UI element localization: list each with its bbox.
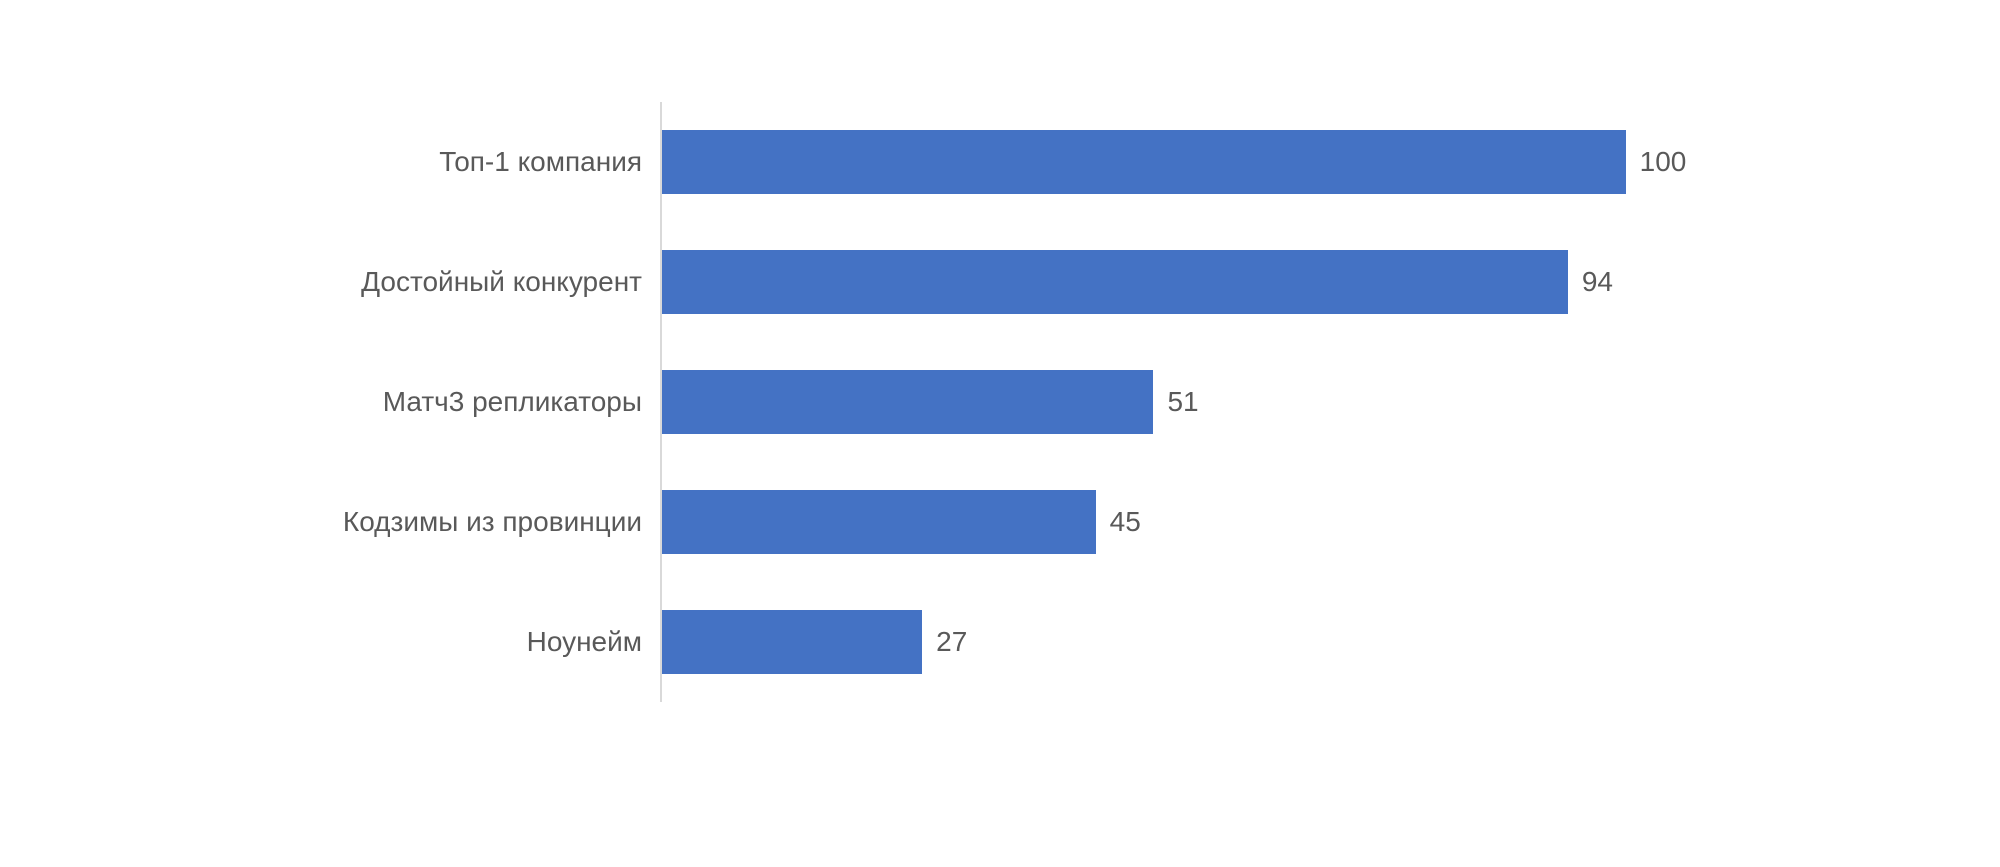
bar-value: 45 bbox=[1110, 506, 1141, 538]
bar-row: Топ-1 компания 100 bbox=[280, 130, 1720, 194]
bar-fill bbox=[662, 370, 1153, 434]
bar-label: Достойный конкурент bbox=[280, 266, 642, 298]
bar-track: 94 bbox=[660, 250, 1720, 314]
bar-track: 51 bbox=[660, 370, 1720, 434]
bar-fill bbox=[662, 250, 1568, 314]
bar-value: 94 bbox=[1582, 266, 1613, 298]
chart-container: Топ-1 компания 100 Достойный конкурент 94 Ма… bbox=[280, 130, 1720, 750]
bar-track: 100 bbox=[660, 130, 1720, 194]
bar-row: Достойный конкурент 94 bbox=[280, 250, 1720, 314]
plot-area: Топ-1 компания 100 Достойный конкурент 94 Ма… bbox=[280, 130, 1720, 750]
bar-track: 45 bbox=[660, 490, 1720, 554]
bar-label: Топ-1 компания bbox=[280, 146, 642, 178]
bar-fill bbox=[662, 610, 922, 674]
bar-value: 51 bbox=[1167, 386, 1198, 418]
bar-track: 27 bbox=[660, 610, 1720, 674]
bar-fill bbox=[662, 490, 1096, 554]
bar-row: Матч3 репликаторы 51 bbox=[280, 370, 1720, 434]
bar-label: Ноунейм bbox=[280, 626, 642, 658]
bar-fill bbox=[662, 130, 1626, 194]
bar-label: Матч3 репликаторы bbox=[280, 386, 642, 418]
bar-value: 27 bbox=[936, 626, 967, 658]
bar-row: Ноунейм 27 bbox=[280, 610, 1720, 674]
bar-label: Кодзимы из провинции bbox=[280, 506, 642, 538]
bar-row: Кодзимы из провинции 45 bbox=[280, 490, 1720, 554]
bar-value: 100 bbox=[1640, 146, 1687, 178]
